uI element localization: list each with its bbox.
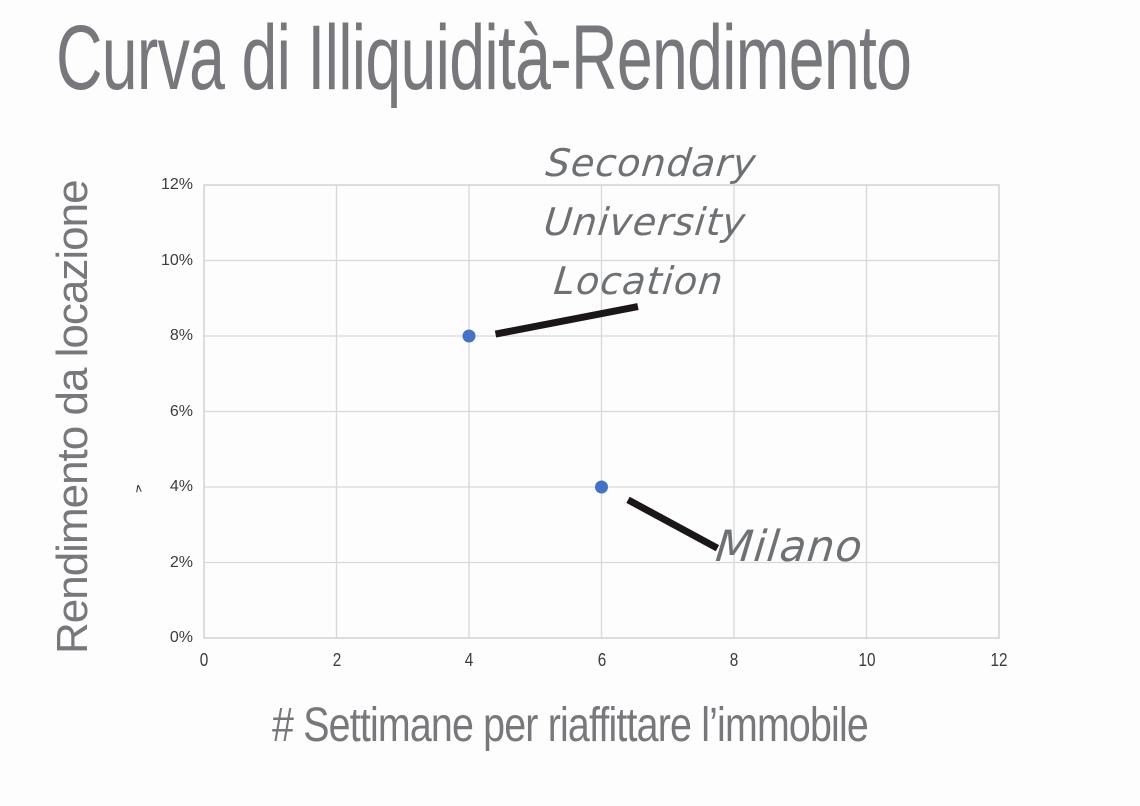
y-tick-label: 2% [169,553,193,571]
annotation-line: Location [551,259,726,303]
x-tick-label: 12 [990,650,1008,670]
annotation-line: Secondary [543,141,759,185]
x-axis-title: # Settimane per riaffittare l’immobile [272,699,869,752]
annotation-milano: Milano [713,522,866,572]
annotation-line: University [541,200,749,244]
plot-border [203,184,1000,639]
data-point [462,329,476,343]
x-tick-label: 10 [857,650,876,670]
y-tick-label: 4% [169,478,193,495]
data-point [595,480,608,494]
annotation-secondary-university-location: Secondary University Location [526,134,765,311]
x-tick-label: 0 [199,650,209,670]
leader-line-milano [626,496,720,552]
y-tick-label: 0% [169,629,193,646]
y-tick-label: 12% [160,176,193,193]
y-tick-label: 6% [169,402,193,420]
x-tick-label: 4 [464,650,474,670]
leader-line-secondary-university-location [494,303,639,338]
x-tick-label: 8 [729,650,739,670]
x-tick-label: 6 [597,650,606,670]
y-tick-label: 10% [160,251,193,269]
chart-title: Curva di Illiquidità-Rendimento [56,7,912,109]
x-tick-label: 2 [332,650,341,670]
y-tick-label: 8% [169,327,193,344]
